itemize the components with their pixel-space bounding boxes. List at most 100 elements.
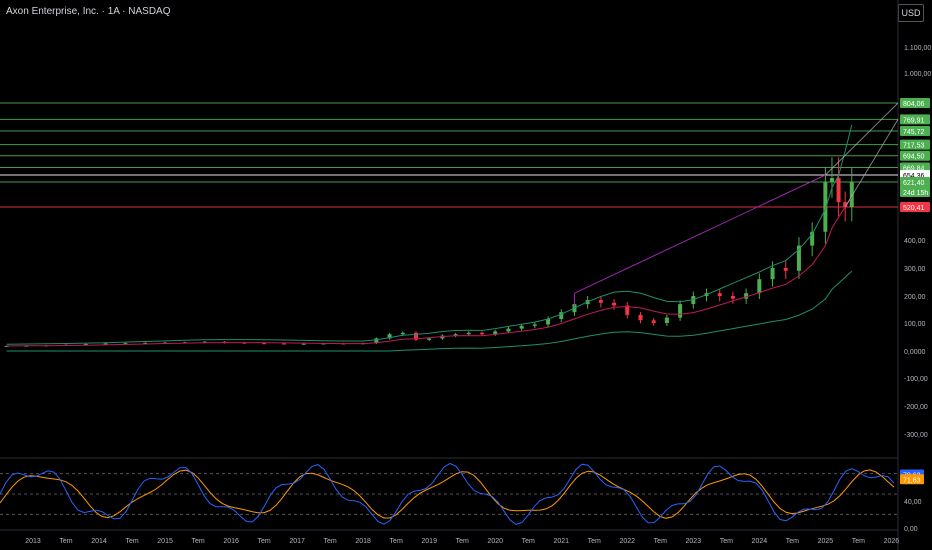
candle-body — [796, 245, 801, 271]
price-label-text: 804,06 — [903, 101, 925, 108]
candle-body — [466, 332, 471, 335]
oscillator-main-line — [0, 462, 895, 525]
candle-body — [506, 328, 511, 332]
candle-body — [843, 202, 848, 208]
candle-body — [664, 317, 669, 323]
time-axis-label: Tem — [456, 538, 469, 545]
time-axis-label: 2022 — [619, 538, 635, 545]
candle-body — [612, 302, 617, 306]
candle-body — [480, 332, 485, 335]
price-label-text: 520,41 — [903, 205, 925, 212]
price-axis-tick: -100,00 — [904, 376, 928, 383]
time-axis-label: 2016 — [223, 538, 239, 545]
candle-body — [301, 343, 306, 345]
candle-body — [427, 338, 432, 340]
time-axis-label: 2019 — [421, 538, 437, 545]
candle-body — [532, 324, 537, 326]
time-axis-label: Tem — [59, 538, 72, 545]
time-axis-label: 2020 — [487, 538, 503, 545]
price-axis-tick: 300,00 — [904, 266, 926, 273]
time-axis-label: 2014 — [91, 538, 107, 545]
candle-body — [453, 334, 458, 336]
time-axis-label: Tem — [390, 538, 403, 545]
price-axis-tick: -200,00 — [904, 404, 928, 411]
price-axis-tick: 0,0000 — [904, 349, 926, 356]
time-axis-label: 2023 — [686, 538, 702, 545]
time-axis-label: Tem — [786, 538, 799, 545]
candle-body — [519, 325, 524, 329]
price-label-text: 745,72 — [903, 129, 925, 136]
oscillator-axis-tick: 40,00 — [904, 499, 922, 506]
time-axis-label: 2021 — [553, 538, 569, 545]
time-axis-label: 2024 — [752, 538, 768, 545]
candle-body — [783, 268, 788, 271]
price-label-box — [900, 177, 930, 197]
price-label-text: 621,40 — [903, 180, 925, 187]
candle-body — [387, 334, 392, 339]
price-label-box — [900, 150, 930, 161]
time-axis-label: Tem — [258, 538, 271, 545]
candle-body — [83, 344, 88, 345]
candle-body — [143, 342, 148, 344]
candle-body — [717, 293, 722, 296]
candle-body — [493, 331, 498, 335]
time-axis-label: Tem — [720, 538, 733, 545]
time-axis-label: Tem — [522, 538, 535, 545]
time-axis-label: Tem — [654, 538, 667, 545]
candle-body — [123, 343, 128, 345]
countdown-label: 24d 15h — [903, 190, 928, 197]
time-axis-label: Tem — [191, 538, 204, 545]
price-axis-tick: -300,00 — [904, 432, 928, 439]
price-axis-tick: 200,00 — [904, 294, 926, 301]
price-axis-tick: 1.000,00 — [904, 71, 931, 78]
time-axis-label: Tem — [852, 538, 865, 545]
candle-body — [321, 343, 326, 345]
oscillator-value-box — [900, 474, 924, 485]
channel-line-upper — [825, 102, 899, 176]
channel-line-lower — [844, 119, 899, 208]
candle-body — [400, 332, 405, 335]
candle-body — [625, 305, 630, 315]
candle-body — [559, 312, 564, 319]
candle-body — [823, 182, 828, 232]
time-axis-label: 2013 — [25, 538, 41, 545]
candle-body — [730, 296, 735, 299]
candle-body — [757, 279, 762, 294]
time-axis-label: Tem — [324, 538, 337, 545]
price-label-text: 669,84 — [903, 166, 925, 173]
time-axis-label: Tem — [125, 538, 138, 545]
candle-body — [678, 304, 683, 318]
candle-body — [651, 320, 656, 323]
price-label-box — [900, 126, 930, 137]
candle-body — [103, 343, 108, 345]
time-axis-label: 2017 — [289, 538, 305, 545]
candle-body — [836, 178, 841, 203]
price-label-box — [900, 114, 930, 125]
candle-body — [849, 182, 854, 208]
candle-body — [4, 345, 9, 347]
candle-body — [546, 318, 551, 325]
time-axis-label: Tem — [588, 538, 601, 545]
time-axis-label: 2025 — [818, 538, 834, 545]
price-label-text: 694,50 — [903, 154, 925, 161]
time-axis-label: 2018 — [355, 538, 371, 545]
price-label-text: 769,91 — [903, 117, 925, 124]
candle-body — [281, 343, 286, 345]
band-lower-line — [6, 270, 853, 352]
oscillator-axis-tick: 0,00 — [904, 526, 918, 533]
price-label-box — [900, 98, 930, 108]
price-label-text: 654,36 — [903, 173, 925, 180]
price-label-text: 717,53 — [903, 143, 925, 150]
candle-body — [829, 178, 834, 183]
price-axis-tick: 100,00 — [904, 321, 926, 328]
candle-body — [770, 268, 775, 280]
candle-body — [413, 332, 418, 340]
price-axis-tick: 400,00 — [904, 238, 926, 245]
symbol-title: Axon Enterprise, Inc. · 1A · NASDAQ — [6, 6, 171, 17]
moving-average-line — [6, 196, 853, 347]
price-axis-tick: 1.100,00 — [904, 45, 931, 52]
candle-body — [262, 343, 267, 345]
price-label-box — [900, 139, 930, 150]
time-axis-label: 2015 — [157, 538, 173, 545]
